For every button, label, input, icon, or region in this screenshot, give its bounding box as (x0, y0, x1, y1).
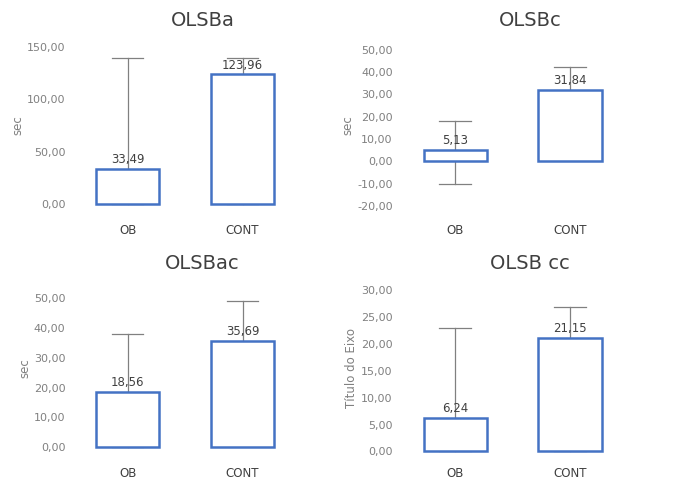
Text: 18,56: 18,56 (111, 376, 145, 389)
Bar (211, 75, 274, 204)
Text: 33,49: 33,49 (111, 153, 145, 166)
Bar (211, 341, 274, 447)
Bar (96, 169, 160, 204)
Y-axis label: sec: sec (341, 115, 355, 136)
Text: 31,84: 31,84 (553, 74, 587, 87)
Bar (538, 338, 602, 451)
Bar (96, 392, 160, 447)
Title: OLSB cc: OLSB cc (490, 254, 569, 273)
Bar (423, 418, 487, 451)
Text: 5,13: 5,13 (442, 134, 468, 147)
Title: OLSBac: OLSBac (165, 254, 240, 273)
Text: 6,24: 6,24 (442, 402, 468, 415)
Text: 123,96: 123,96 (222, 58, 263, 72)
Bar (423, 150, 487, 161)
Title: OLSBa: OLSBa (170, 11, 234, 30)
Y-axis label: Título do Eixo: Título do Eixo (345, 328, 359, 408)
Title: OLSBc: OLSBc (499, 11, 561, 30)
Text: 35,69: 35,69 (226, 325, 259, 338)
Text: 21,15: 21,15 (553, 322, 587, 335)
Y-axis label: sec: sec (18, 358, 31, 378)
Bar (538, 90, 602, 161)
Y-axis label: sec: sec (11, 115, 24, 136)
